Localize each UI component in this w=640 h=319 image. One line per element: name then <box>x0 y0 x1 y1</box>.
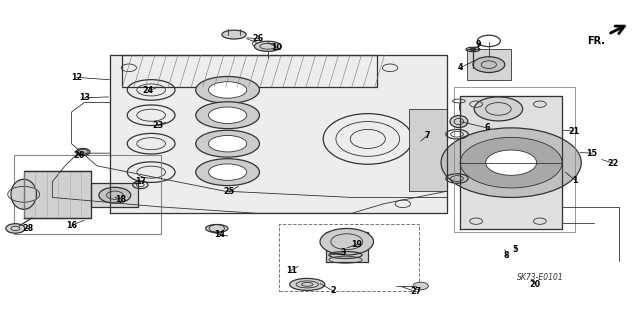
Text: FR.: FR. <box>587 35 605 46</box>
Ellipse shape <box>209 164 246 180</box>
Text: SK73-E0101: SK73-E0101 <box>516 273 563 282</box>
Bar <box>278 224 419 291</box>
Text: 24: 24 <box>142 86 154 95</box>
Text: 7: 7 <box>424 131 430 140</box>
Text: 10: 10 <box>271 43 282 52</box>
Polygon shape <box>460 96 562 229</box>
Circle shape <box>413 282 428 290</box>
Text: 19: 19 <box>351 240 362 249</box>
Text: 20: 20 <box>530 280 541 289</box>
Ellipse shape <box>222 30 246 39</box>
Ellipse shape <box>209 82 246 98</box>
Circle shape <box>460 137 562 188</box>
Ellipse shape <box>450 115 468 128</box>
Text: 8: 8 <box>504 251 509 260</box>
Ellipse shape <box>209 136 246 152</box>
Text: 6: 6 <box>484 123 490 132</box>
Bar <box>91 183 138 207</box>
Polygon shape <box>24 171 91 218</box>
Circle shape <box>320 228 374 255</box>
Circle shape <box>6 224 25 233</box>
Bar <box>326 232 368 262</box>
Text: 1: 1 <box>572 175 578 185</box>
Circle shape <box>99 187 131 203</box>
Text: 22: 22 <box>607 159 619 168</box>
Text: 18: 18 <box>116 195 127 204</box>
Text: 23: 23 <box>152 121 163 130</box>
Text: 14: 14 <box>214 230 225 239</box>
Text: 16: 16 <box>66 221 77 230</box>
Text: 17: 17 <box>135 176 146 186</box>
Text: 26: 26 <box>74 151 84 160</box>
Ellipse shape <box>11 179 36 209</box>
Circle shape <box>473 57 505 72</box>
Ellipse shape <box>196 102 259 129</box>
Text: 11: 11 <box>286 266 297 275</box>
Bar <box>409 109 447 191</box>
Ellipse shape <box>196 77 259 103</box>
Ellipse shape <box>254 41 281 51</box>
Bar <box>454 87 575 232</box>
Text: 25: 25 <box>223 187 234 196</box>
Ellipse shape <box>209 107 246 123</box>
Text: 3: 3 <box>340 248 346 257</box>
Text: 15: 15 <box>587 149 598 158</box>
Circle shape <box>474 97 523 121</box>
Text: 13: 13 <box>79 93 90 102</box>
Bar <box>14 155 161 234</box>
Text: 9: 9 <box>476 40 481 48</box>
Ellipse shape <box>196 130 259 157</box>
Text: 27: 27 <box>410 287 421 296</box>
Circle shape <box>470 48 476 51</box>
Ellipse shape <box>196 159 259 186</box>
Text: 5: 5 <box>512 245 518 254</box>
Text: 2: 2 <box>330 286 335 295</box>
Bar <box>122 55 378 87</box>
Polygon shape <box>109 55 447 213</box>
Ellipse shape <box>290 278 324 290</box>
Ellipse shape <box>76 148 90 155</box>
Text: 21: 21 <box>568 127 579 136</box>
Text: 4: 4 <box>458 63 463 72</box>
Text: 12: 12 <box>71 73 82 82</box>
Circle shape <box>486 150 537 175</box>
Text: 28: 28 <box>22 224 34 233</box>
Bar <box>467 49 511 80</box>
Circle shape <box>441 128 581 197</box>
Text: 26: 26 <box>252 34 263 43</box>
Ellipse shape <box>205 225 228 232</box>
